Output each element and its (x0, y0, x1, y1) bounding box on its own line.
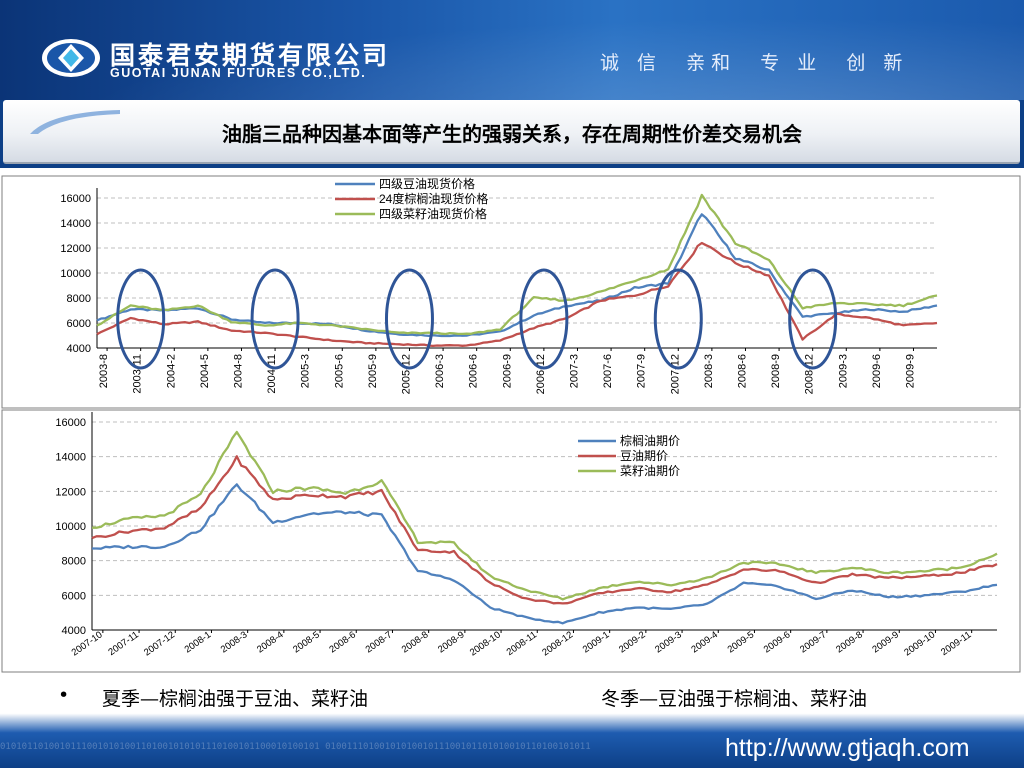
series-line-3 (96, 193, 938, 336)
binary-decoration: 0101011010010111001010100110100101010111… (0, 742, 591, 752)
legend-label: 24度棕榈油现货价格 (379, 191, 488, 206)
x-tick-label: 2003-11 (132, 354, 144, 394)
highlight-ellipse (250, 268, 300, 370)
x-tick-label: 2004-2 (165, 354, 177, 388)
x-tick-label: 2006-12 (535, 354, 547, 394)
y-tick-label: 14000 (55, 452, 86, 464)
x-tick-label: 2008-3 (703, 354, 715, 388)
y-tick-label: 12000 (60, 243, 91, 255)
title-accent-swoosh (30, 110, 120, 134)
y-tick-label: 6000 (62, 590, 86, 602)
x-tick-label: 2009-9 (904, 354, 916, 388)
company-name-english: GUOTAI JUNAN FUTURES CO.,LTD. (110, 66, 367, 80)
x-tick-label: 2005-9 (367, 354, 379, 388)
legend-label: 棕榈油期价 (620, 433, 680, 448)
bullet-dot: • (58, 684, 70, 706)
x-tick-label: 2006-9 (501, 354, 513, 388)
legend-label: 四级菜籽油现货价格 (379, 206, 487, 221)
slide-title: 油脂三品种因基本面等产生的强弱关系，存在周期性价差交易机会 (222, 122, 802, 146)
y-tick-label: 8000 (62, 556, 86, 568)
highlight-ellipse (384, 268, 434, 370)
legend-label: 四级豆油现货价格 (379, 176, 475, 191)
x-tick-label: 2007-3 (568, 354, 580, 388)
x-tick-label: 2005-3 (300, 354, 312, 388)
y-tick-label: 4000 (62, 625, 86, 637)
chart-frame (1, 175, 1021, 409)
legend-label: 豆油期价 (620, 449, 668, 463)
legend-label: 菜籽油期价 (620, 464, 680, 478)
bullet-winter-text: 冬季—豆油强于棕榈油、菜籽油 (601, 688, 868, 710)
y-tick-label: 16000 (55, 417, 86, 429)
y-tick-label: 10000 (55, 521, 86, 533)
x-tick-label: 2004-8 (232, 354, 244, 388)
series-line-3 (92, 430, 998, 601)
footer-band (0, 680, 1024, 768)
header-banner (0, 0, 1024, 100)
x-tick-label: 2004-5 (199, 354, 211, 388)
x-tick-label: 2009-6 (871, 354, 883, 388)
series-line-2 (96, 241, 938, 348)
x-tick-label: 2008-9 (770, 354, 782, 388)
highlight-ellipse (519, 268, 569, 370)
series-line-1 (96, 213, 938, 338)
x-tick-label: 2007-6 (602, 354, 614, 388)
x-tick-label: 2008-12 (804, 354, 816, 394)
guotai-junan-logo-icon (42, 39, 100, 77)
series-line-2 (91, 455, 998, 605)
website-url: http://www.gtjaqh.com (725, 734, 970, 762)
header-wave-decoration (0, 0, 1024, 100)
y-tick-label: 8000 (67, 293, 91, 305)
charts-svg: 4000 6000 8000 10000 12000 14000 16000 2003-8 20… (1, 175, 1021, 673)
x-tick-label: 2007-12 (669, 354, 681, 394)
x-tick-label: 2009-3 (837, 354, 849, 388)
y-tick-label: 14000 (60, 218, 91, 230)
y-tick-label: 16000 (60, 193, 91, 205)
company-slogan: 诚 信 亲和 专 业 创 新 (600, 52, 909, 74)
highlight-ellipse (653, 268, 703, 370)
x-tick-label: 2005-6 (333, 354, 345, 388)
y-tick-label: 4000 (67, 343, 91, 355)
x-tick-label: 2004-11 (266, 354, 278, 394)
highlight-ellipse (116, 268, 166, 370)
y-tick-label: 10000 (60, 268, 91, 280)
x-tick-label: 2007-9 (636, 354, 648, 388)
x-tick-label: 2003-8 (98, 354, 110, 388)
highlight-ellipse (788, 268, 838, 370)
y-tick-label: 12000 (55, 486, 86, 498)
chart-frame (1, 409, 1021, 673)
spot-price-chart: 4000 6000 8000 10000 12000 14000 16000 2003-8 20… (1, 175, 1021, 409)
y-tick-label: 6000 (67, 318, 91, 330)
x-tick-label: 2006-3 (434, 354, 446, 388)
chart-area: 4000 6000 8000 10000 12000 14000 16000 2003-8 20… (0, 168, 1024, 680)
company-name-chinese: 国泰君安期货有限公司 (110, 41, 391, 70)
title-bar (3, 100, 1020, 164)
x-tick-label: 2005-12 (400, 354, 412, 394)
x-tick-label: 2006-6 (468, 354, 480, 388)
series-line-1 (92, 483, 998, 625)
x-tick-label: 2008-6 (736, 354, 748, 388)
bullet-summer-text: 夏季—棕榈油强于豆油、菜籽油 (102, 688, 369, 710)
